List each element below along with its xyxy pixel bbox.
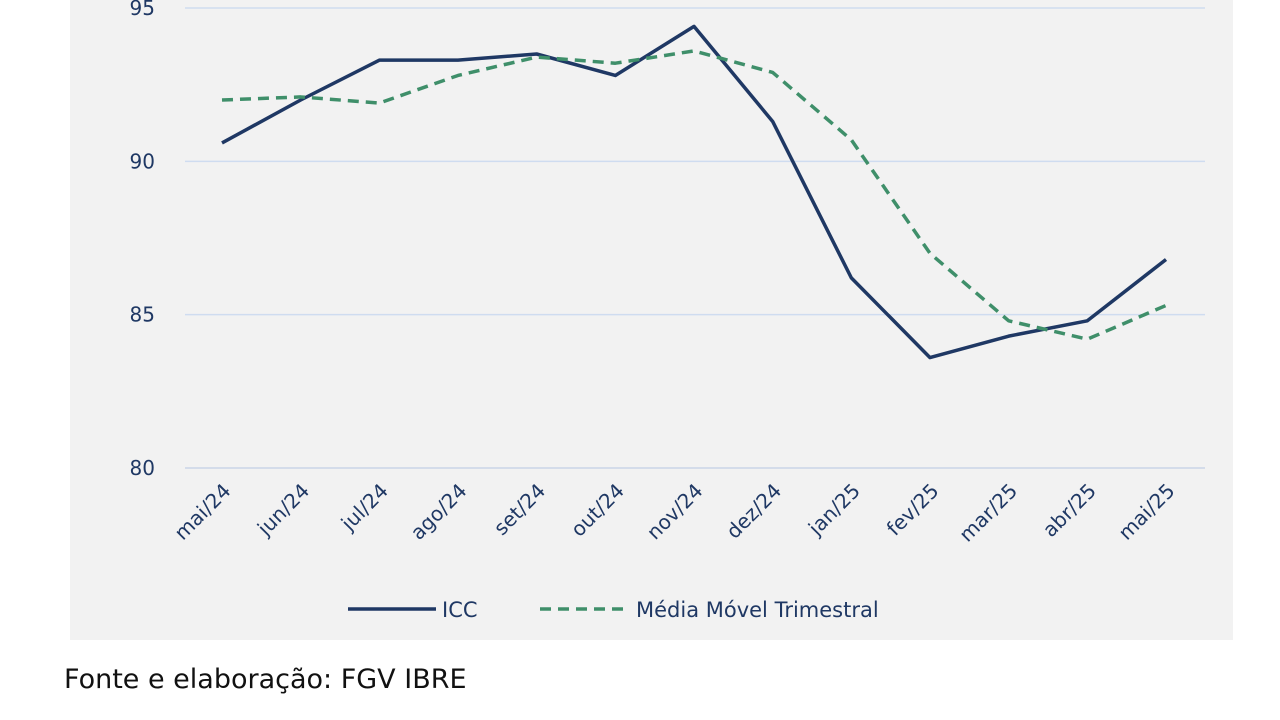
source-note: Fonte e elaboração: FGV IBRE xyxy=(64,664,467,695)
x-tick-label: mai/25 xyxy=(1113,479,1179,545)
y-tick-label: 95 xyxy=(130,0,155,20)
y-tick-label: 80 xyxy=(130,456,155,480)
series-line-icc xyxy=(221,24,1168,360)
y-tick-label: 90 xyxy=(130,149,155,173)
x-tick-label: jul/24 xyxy=(336,479,393,536)
legend-label: Média Móvel Trimestral xyxy=(636,598,879,622)
x-tick-label: nov/24 xyxy=(642,479,708,545)
x-tick-label: out/24 xyxy=(566,479,629,542)
x-tick-label: dez/24 xyxy=(721,479,786,544)
chart-panel xyxy=(70,0,1233,640)
x-tick-label: abr/25 xyxy=(1038,479,1101,542)
x-tick-label: fev/25 xyxy=(882,479,944,541)
x-tick-label: set/24 xyxy=(489,479,550,540)
x-tick-label: jan/25 xyxy=(803,479,865,541)
x-tick-label: jun/24 xyxy=(252,479,314,541)
x-tick-label: mai/24 xyxy=(169,479,235,545)
x-tick-label: mar/25 xyxy=(954,479,1022,547)
y-tick-label: 85 xyxy=(130,303,155,327)
series-line-media-movel xyxy=(221,49,1167,341)
x-tick-label: ago/24 xyxy=(406,479,472,545)
legend-label: ICC xyxy=(442,598,478,622)
